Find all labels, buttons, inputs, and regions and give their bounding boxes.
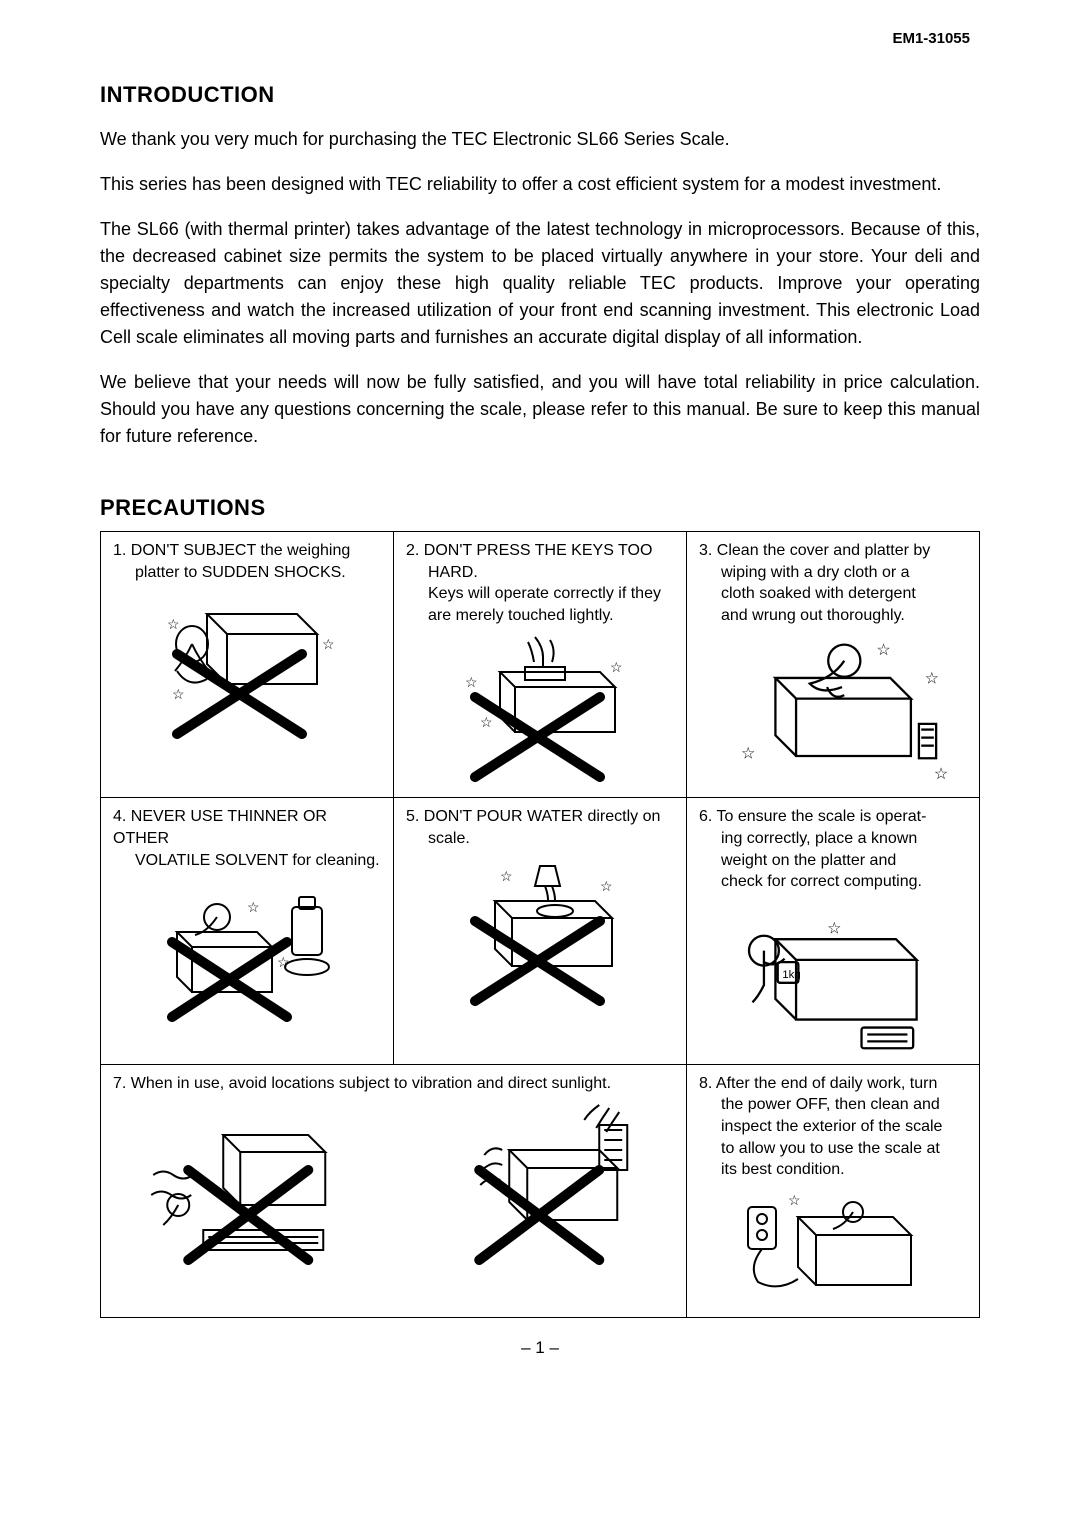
svg-text:☆: ☆	[247, 899, 260, 915]
svg-text:☆: ☆	[600, 878, 613, 894]
precaution-text-5: 5. DON'T POUR WATER directly on scale.	[406, 806, 674, 849]
precaution-text-4: 4. NEVER USE THINNER OR OTHER VOLATILE S…	[113, 806, 381, 871]
precaution-illustration-1: ☆ ☆ ☆	[113, 589, 381, 744]
svg-text:☆: ☆	[741, 745, 755, 763]
precaution-cell-7: 7. When in use, avoid locations subject …	[101, 1064, 687, 1317]
svg-text:☆: ☆	[167, 616, 180, 632]
svg-text:☆: ☆	[277, 954, 290, 970]
precaution-text-2: 2. DON'T PRESS THE KEYS TOO HARD. Keys w…	[406, 540, 674, 626]
intro-paragraph-3: The SL66 (with thermal printer) takes ad…	[100, 216, 980, 351]
svg-text:☆: ☆	[788, 1192, 801, 1208]
precaution-cell-1: 1. DON'T SUBJECT the weighing platter to…	[101, 532, 394, 798]
svg-text:☆: ☆	[500, 868, 513, 884]
precaution-text-6: 6. To ensure the scale is operat- ing co…	[699, 806, 967, 892]
svg-text:☆: ☆	[465, 674, 478, 690]
precaution-cell-4: 4. NEVER USE THINNER OR OTHER VOLATILE S…	[101, 798, 394, 1064]
precaution-illustration-2: ☆ ☆ ☆	[406, 632, 674, 787]
precaution-text-7: 7. When in use, avoid locations subject …	[113, 1073, 674, 1095]
precautions-heading: PRECAUTIONS	[100, 495, 980, 521]
precautions-table: 1. DON'T SUBJECT the weighing platter to…	[100, 531, 980, 1318]
svg-text:☆: ☆	[827, 919, 841, 937]
precaution-illustration-8: ☆	[699, 1187, 967, 1307]
precaution-text-3: 3. Clean the cover and platter by wiping…	[699, 540, 967, 626]
svg-text:☆: ☆	[322, 636, 335, 652]
precaution-cell-2: 2. DON'T PRESS THE KEYS TOO HARD. Keys w…	[394, 532, 687, 798]
introduction-section: INTRODUCTION We thank you very much for …	[100, 82, 980, 450]
precaution-illustration-6: 1kg ☆	[699, 899, 967, 1054]
precaution-cell-5: 5. DON'T POUR WATER directly on scale.	[394, 798, 687, 1064]
svg-text:☆: ☆	[610, 659, 623, 675]
svg-text:☆: ☆	[925, 670, 939, 688]
svg-text:☆: ☆	[480, 714, 493, 730]
introduction-heading: INTRODUCTION	[100, 82, 980, 108]
precaution-cell-6: 6. To ensure the scale is operat- ing co…	[687, 798, 980, 1064]
precaution-cell-8: 8. After the end of daily work, turn the…	[687, 1064, 980, 1317]
intro-paragraph-2: This series has been designed with TEC r…	[100, 171, 980, 198]
precaution-illustration-5: ☆ ☆	[406, 856, 674, 1011]
precaution-illustration-3: ☆ ☆ ☆ ☆	[699, 632, 967, 787]
intro-paragraph-4: We believe that your needs will now be f…	[100, 369, 980, 450]
precaution-text-1: 1. DON'T SUBJECT the weighing platter to…	[113, 540, 381, 583]
svg-text:☆: ☆	[877, 641, 891, 659]
precaution-illustration-7	[113, 1100, 674, 1270]
precaution-cell-3: 3. Clean the cover and platter by wiping…	[687, 532, 980, 798]
precaution-illustration-4: ☆ ☆	[113, 877, 381, 1032]
intro-paragraph-1: We thank you very much for purchasing th…	[100, 126, 980, 153]
svg-text:☆: ☆	[934, 765, 948, 783]
svg-text:☆: ☆	[172, 686, 185, 702]
precaution-text-8: 8. After the end of daily work, turn the…	[699, 1073, 967, 1181]
page-number: – 1 –	[100, 1338, 980, 1358]
page: EM1-31055 INTRODUCTION We thank you very…	[0, 0, 1080, 1388]
document-id: EM1-31055	[100, 30, 980, 47]
svg-text:1kg: 1kg	[782, 969, 801, 981]
